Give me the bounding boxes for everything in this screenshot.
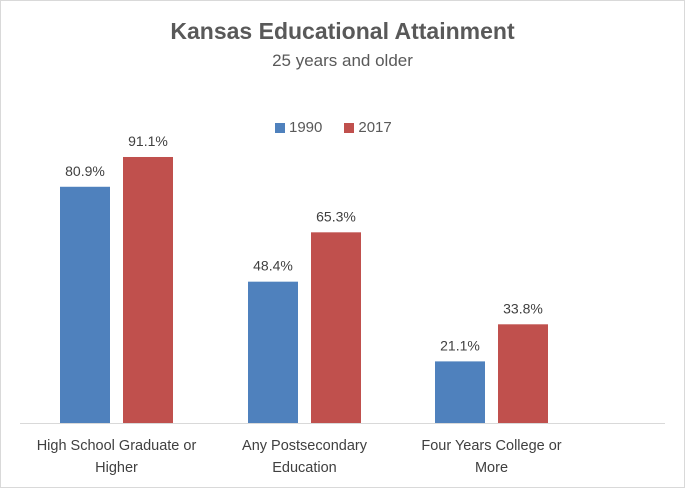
data-label-2017-1: 65.3% [316, 208, 356, 224]
legend-item-2017: 2017 [344, 119, 392, 136]
chart-subtitle: 25 years and older [272, 51, 413, 70]
bar-2017-0 [123, 156, 173, 423]
category-label-1-line-0: Any Postsecondary [242, 438, 368, 454]
bar-2017-1 [311, 232, 361, 423]
category-label-2-line-1: More [475, 460, 508, 476]
category-label-0-line-0: High School Graduate or [37, 438, 197, 454]
data-label-2017-2: 33.8% [503, 300, 543, 316]
legend-swatch-2017 [344, 122, 355, 133]
bar-1990-1 [248, 281, 298, 423]
bar-1990-0 [60, 186, 110, 423]
category-label-2-line-0: Four Years College or [421, 438, 561, 454]
legend-label-1990: 1990 [289, 119, 323, 136]
category-label-0-line-1: Higher [95, 460, 138, 476]
bar-1990-2 [435, 361, 485, 423]
legend-item-1990: 1990 [275, 119, 322, 136]
data-label-1990-0: 80.9% [65, 163, 105, 179]
data-label-1990-1: 48.4% [253, 258, 293, 274]
legend-label-2017: 2017 [358, 119, 392, 136]
legend-swatch-1990 [275, 122, 285, 133]
chart-title: Kansas Educational Attainment [170, 18, 515, 44]
bar-2017-2 [498, 324, 548, 423]
data-label-1990-2: 21.1% [440, 337, 480, 353]
category-label-1-line-1: Education [272, 460, 337, 476]
chart-legend: 1990 2017 [275, 119, 414, 136]
data-label-2017-0: 91.1% [128, 133, 168, 149]
